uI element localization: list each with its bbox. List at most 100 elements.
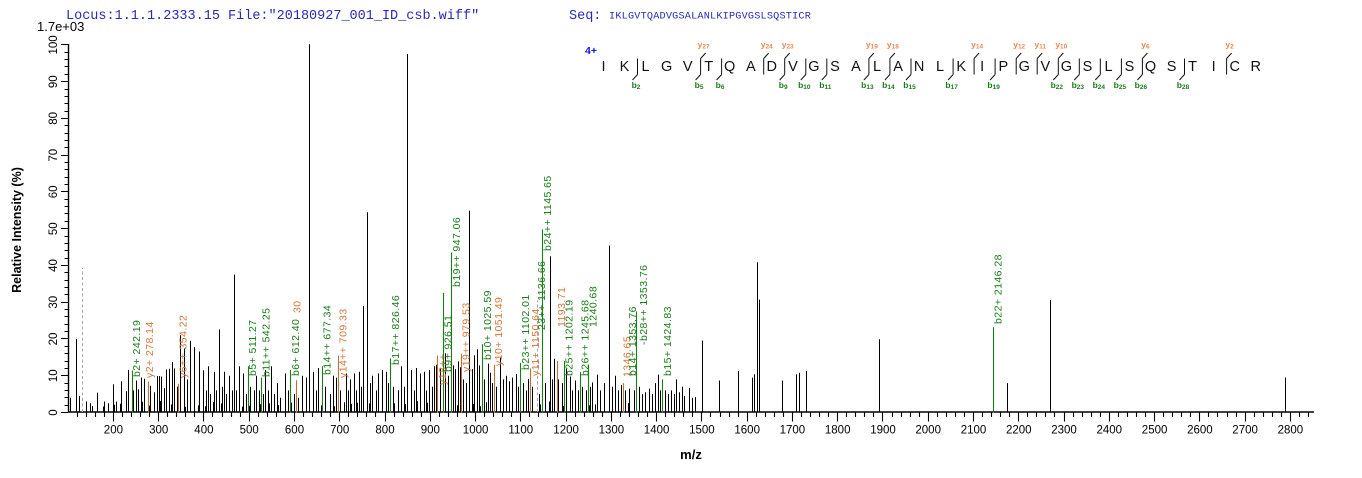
svg-text:IKLGVTQADVGSALANLKIPGVGSLSQSTI: IKLGVTQADVGSALANLKIPGVGSLSQSTICR [609,12,811,23]
svg-text:400: 400 [194,425,213,437]
svg-text:G: G [1061,59,1072,75]
svg-text:T: T [704,59,713,75]
svg-text:b24++ 1145.65: b24++ 1145.65 [542,175,554,251]
svg-text:2100: 2100 [961,425,987,437]
svg-text:100: 100 [48,35,60,54]
svg-text:b14++ 677.34: b14++ 677.34 [322,305,334,375]
svg-text:10: 10 [48,369,60,382]
svg-text:y14++ 709.33: y14++ 709.33 [338,308,350,378]
svg-text:1100: 1100 [508,425,533,437]
svg-text:b11++ 542.25: b11++ 542.25 [261,308,273,377]
svg-text:1000: 1000 [463,425,489,437]
svg-text:S: S [1125,59,1135,75]
svg-text:1500: 1500 [689,425,715,437]
svg-text:V: V [788,59,798,75]
svg-text:1700: 1700 [780,425,806,437]
svg-text:1400: 1400 [644,425,670,437]
svg-text:b26++ 1245.68: b26++ 1245.68 [580,299,592,376]
svg-text:200: 200 [104,425,123,437]
svg-text:2000: 2000 [915,425,941,437]
svg-text:1193.71: 1193.71 [556,287,568,327]
svg-text:b19++ 947.06: b19++ 947.06 [451,217,463,287]
svg-text:y19++ 979.53: y19++ 979.53 [461,302,473,372]
svg-text:b15: b15 [903,80,916,91]
svg-text:Relative Intensity (%): Relative Intensity (%) [10,167,24,293]
svg-text:b25: b25 [1114,80,1127,91]
svg-text:y14: y14 [971,40,983,51]
svg-text:2300: 2300 [1051,425,1077,437]
svg-text:b6: b6 [716,80,725,91]
svg-text:1300: 1300 [599,425,625,437]
svg-text:C: C [1229,59,1239,75]
svg-text:2700: 2700 [1232,425,1258,437]
svg-text:b2+ 242.19: b2+ 242.19 [131,320,143,377]
svg-text:y10: y10 [1055,40,1067,51]
svg-text:b25++ 1202.19: b25++ 1202.19 [564,299,576,376]
svg-text:2500: 2500 [1142,425,1168,437]
svg-text:500: 500 [240,425,259,437]
svg-text:b28: b28 [1177,80,1190,91]
svg-text:2600: 2600 [1187,425,1213,437]
svg-text:2200: 2200 [1006,425,1032,437]
svg-text:b10+ 1025.59: b10+ 1025.59 [482,290,494,360]
svg-text:900: 900 [421,425,440,437]
svg-text:G: G [661,59,672,75]
svg-text:50: 50 [48,222,60,235]
svg-text:b17: b17 [945,80,958,91]
svg-text:1900: 1900 [870,425,896,437]
svg-text:1200: 1200 [553,425,579,437]
svg-text:y27: y27 [698,40,710,51]
svg-text:0: 0 [48,409,60,415]
svg-text:A: A [893,59,903,75]
svg-text:b23++ 1102.01: b23++ 1102.01 [520,294,532,370]
svg-text:S: S [1083,59,1093,75]
svg-text:N: N [914,59,924,75]
svg-text:K: K [956,59,966,75]
svg-text:y10+ 1051.49: y10+ 1051.49 [493,297,505,366]
svg-text:A: A [851,59,861,75]
svg-text:D: D [767,59,777,75]
svg-text:y24: y24 [761,40,773,51]
svg-text:b24: b24 [1093,80,1106,91]
svg-text:b6+ 612.40: b6+ 612.40 [290,319,302,376]
svg-text:b14+ 1353.76: b14+ 1353.76 [627,306,639,376]
svg-text:b5+ 511.27: b5+ 511.27 [247,319,259,376]
svg-text:20: 20 [48,333,60,346]
svg-text:4+: 4+ [585,45,597,57]
svg-text:300: 300 [149,425,168,437]
svg-text:Q: Q [1145,59,1156,75]
svg-text:b22+ 2146.28: b22+ 2146.28 [993,254,1005,324]
svg-text:90: 90 [48,75,60,88]
svg-text:I: I [1212,59,1216,75]
svg-text:b26: b26 [1135,80,1148,91]
svg-text:30: 30 [48,296,60,309]
svg-text:y18++: y18++ [437,354,449,385]
svg-text:b9+ 926.51: b9+ 926.51 [442,315,454,372]
svg-text:V: V [683,59,693,75]
svg-text:b10: b10 [798,80,811,91]
svg-text:600: 600 [285,425,304,437]
svg-text:60: 60 [48,186,60,199]
svg-text:y6++ 354.22: y6++ 354.22 [178,315,190,378]
svg-text:70: 70 [48,149,60,162]
svg-text:y11+ 1150.64: y11+ 1150.64 [530,308,542,376]
svg-text:b22: b22 [1051,80,1064,91]
svg-text:R: R [1250,59,1260,75]
svg-text:b2: b2 [632,80,641,91]
svg-text:b17++ 826.46: b17++ 826.46 [390,295,402,365]
svg-text:b19: b19 [987,80,1000,91]
svg-text:L: L [936,59,944,75]
svg-text:80: 80 [48,112,60,125]
svg-text:y19: y19 [866,40,878,51]
svg-text:S: S [1167,59,1177,75]
svg-text:b5: b5 [695,80,704,91]
svg-text:K: K [620,59,630,75]
svg-text:23++ 1136.66: 23++ 1136.66 [536,261,548,330]
svg-text:I: I [601,59,605,75]
svg-text:L: L [1104,59,1112,75]
svg-text:1.7e+03: 1.7e+03 [37,19,84,34]
svg-text:y11: y11 [1034,40,1046,51]
svg-text:b23: b23 [1072,80,1085,91]
svg-text:T: T [1188,59,1197,75]
svg-text:1240.68: 1240.68 [588,286,600,327]
